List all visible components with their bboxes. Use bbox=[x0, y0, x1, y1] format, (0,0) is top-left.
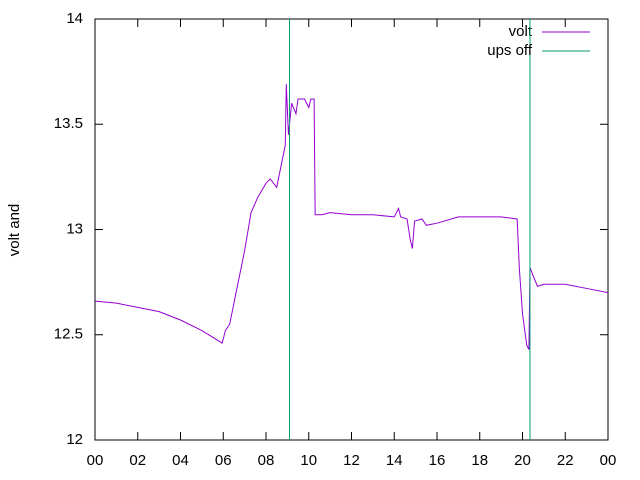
x-tick-label: 18 bbox=[471, 452, 488, 469]
x-tick-label: 00 bbox=[87, 452, 104, 469]
x-tick-label: 16 bbox=[429, 452, 446, 469]
x-tick-label: 20 bbox=[514, 452, 531, 469]
y-tick-label: 12.5 bbox=[54, 326, 83, 343]
y-tick-label: 13 bbox=[66, 220, 83, 237]
legend-label: volt bbox=[509, 23, 533, 40]
y-axis-label: volt and bbox=[6, 204, 23, 257]
y-tick-label: 14 bbox=[66, 10, 83, 27]
x-tick-label: 02 bbox=[129, 452, 146, 469]
x-tick-label: 22 bbox=[557, 452, 574, 469]
x-tick-label: 04 bbox=[172, 452, 189, 469]
x-tick-label: 08 bbox=[258, 452, 275, 469]
x-tick-label: 14 bbox=[386, 452, 403, 469]
series-line bbox=[289, 19, 531, 440]
plot-border bbox=[94, 18, 609, 441]
y-tick-label: 13.5 bbox=[54, 115, 83, 132]
x-tick-label: 06 bbox=[215, 452, 232, 469]
x-tick-label: 00 bbox=[600, 452, 617, 469]
y-tick-label: 12 bbox=[66, 431, 83, 448]
series-line bbox=[94, 84, 609, 350]
x-tick-label: 12 bbox=[343, 452, 360, 469]
legend-label: ups off bbox=[487, 42, 533, 59]
x-tick-label: 10 bbox=[300, 452, 317, 469]
